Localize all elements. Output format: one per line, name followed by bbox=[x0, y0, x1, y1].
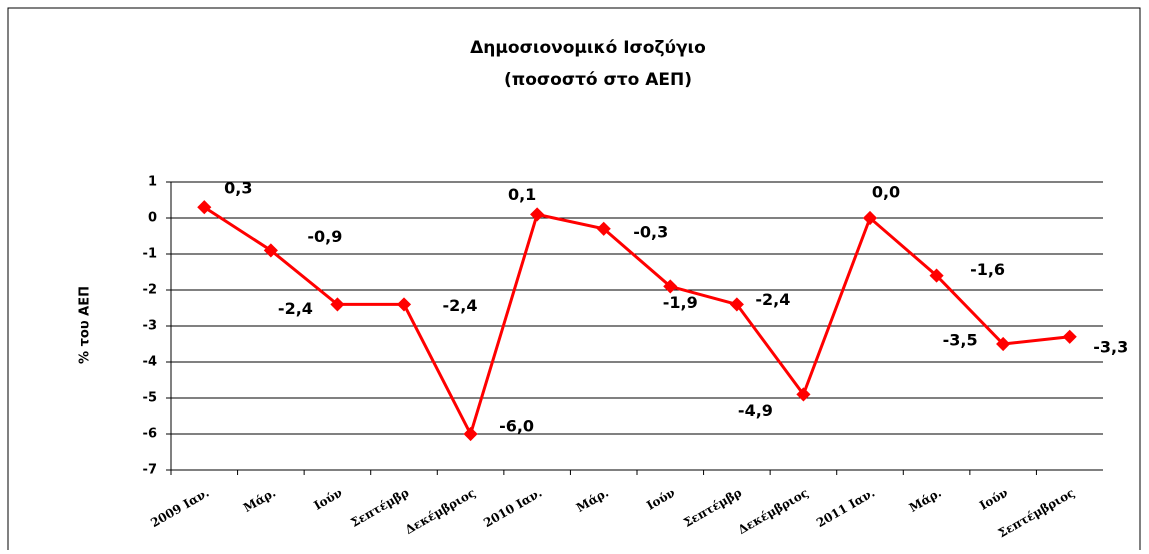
data-label: -2,4 bbox=[443, 296, 478, 315]
data-label: -6,0 bbox=[499, 417, 534, 436]
chart-subtitle: (ποσοστό στο ΑΕΠ) bbox=[504, 70, 692, 90]
marker bbox=[396, 297, 412, 312]
marker bbox=[862, 210, 878, 226]
y-tick-label: -5 bbox=[143, 391, 157, 406]
data-label: -1,9 bbox=[663, 293, 698, 312]
y-tick-label: -6 bbox=[143, 427, 157, 442]
marker bbox=[796, 387, 811, 402]
y-tick-label: 0 bbox=[148, 211, 157, 226]
chart-title: Δημοσιονομικό Ισοζύγιο bbox=[470, 38, 706, 58]
marker bbox=[929, 268, 944, 283]
data-label: 0,1 bbox=[508, 185, 536, 204]
y-tick-label: -2 bbox=[143, 283, 157, 298]
marker bbox=[530, 207, 545, 222]
y-tick-label: -1 bbox=[143, 247, 157, 262]
data-label: -4,9 bbox=[738, 401, 773, 420]
y-tick-label: -4 bbox=[143, 355, 157, 370]
marker bbox=[729, 297, 744, 312]
marker bbox=[263, 243, 278, 258]
line bbox=[203, 205, 1070, 438]
data-label: -2,4 bbox=[755, 290, 790, 309]
y-axis-label: % του ΑΕΠ bbox=[78, 286, 93, 364]
data-label: -0,9 bbox=[307, 227, 342, 246]
data-label: 0,0 bbox=[872, 183, 900, 202]
marker bbox=[596, 221, 611, 236]
data-label: -0,3 bbox=[633, 222, 668, 241]
y-tick-label: -3 bbox=[143, 319, 157, 334]
marker bbox=[1062, 329, 1077, 344]
data-label: -3,3 bbox=[1093, 337, 1128, 356]
data-label: 0,3 bbox=[224, 179, 252, 198]
marker bbox=[463, 426, 478, 442]
y-tick-label: -7 bbox=[143, 463, 157, 478]
data-label: -3,5 bbox=[943, 331, 978, 350]
marker bbox=[663, 279, 678, 294]
y-tick-label: 1 bbox=[148, 175, 157, 190]
marker bbox=[996, 336, 1011, 352]
data-label: -1,6 bbox=[970, 260, 1005, 279]
marker bbox=[197, 200, 212, 215]
data-label: -2,4 bbox=[278, 299, 313, 318]
marker bbox=[330, 297, 345, 312]
chart-frame bbox=[7, 7, 1141, 554]
